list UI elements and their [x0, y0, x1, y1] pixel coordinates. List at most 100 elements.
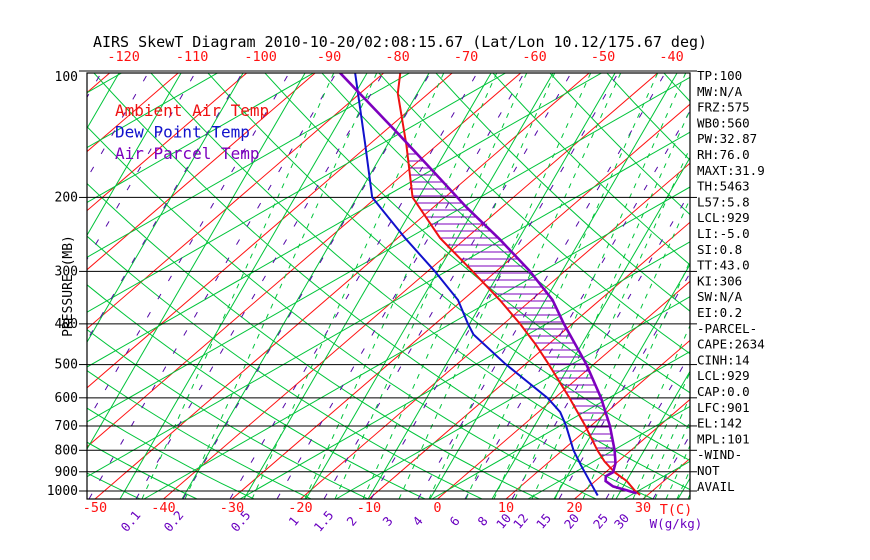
dry-adiabat-line: [87, 235, 483, 499]
moist-adiabat-purple-line: [0, 72, 55, 499]
dry-adiabat-line: [87, 407, 255, 499]
stat-line: LI:-5.0: [697, 226, 750, 241]
isotherm-line: [0, 72, 42, 499]
pressure-gridlines: [87, 70, 690, 492]
mixing-ratio-label: 20: [561, 511, 582, 532]
dry-adiabat-line: [93, 73, 654, 499]
mixing-ratio-line: [184, 73, 378, 499]
mixing-ratio-label: 12: [510, 511, 531, 532]
mixing-ratio-line: [531, 146, 690, 499]
top-temp-label: -90: [317, 49, 341, 65]
green-steep-line: [181, 73, 430, 499]
dry-adiabat-line: [435, 73, 690, 312]
stat-line: MAXT:31.9: [697, 163, 765, 178]
stat-line: CAP:0.0: [697, 384, 750, 399]
legend-item-0: Ambient Air Temp: [115, 101, 269, 120]
stat-line: EI:0.2: [697, 305, 742, 320]
stat-line: MW:N/A: [697, 84, 743, 99]
pressure-tick-label: 200: [55, 190, 78, 205]
mixing-ratio-line: [141, 73, 335, 499]
green-steep-line: [0, 72, 58, 499]
mixing-ratio-line: [493, 73, 687, 499]
stat-line: CAPE:2634: [697, 337, 765, 352]
mixing-ratio-label: 3: [379, 513, 395, 528]
green-shallow-line: [0, 72, 27, 499]
stat-line: TT:43.0: [697, 258, 750, 273]
stat-line: AVAIL: [697, 479, 735, 494]
dry-adiabat-line: [663, 73, 690, 103]
stat-line: SI:0.8: [697, 242, 742, 257]
dry-adiabat-line: [378, 73, 690, 355]
ambient-air-temp-curve: [396, 73, 641, 496]
green-shallow-line: [87, 131, 690, 478]
stat-line: PW:32.87: [697, 131, 757, 146]
green-steep-line: [367, 73, 616, 499]
stat-line: EL:142: [697, 416, 742, 431]
isotherm-line: [505, 339, 690, 499]
top-temp-label: -60: [522, 49, 546, 65]
green-shallow-line: [87, 73, 219, 149]
stat-line: LCL:929: [697, 368, 750, 383]
dry-adiabat-line: [321, 73, 690, 394]
stat-line: MPL:101: [697, 431, 750, 446]
mixing-ratio-label: 4: [409, 513, 425, 528]
pressure-tick-label: 700: [55, 419, 78, 434]
isotherm-line: [87, 73, 316, 271]
mixing-axis-label: W(g/kg): [650, 516, 703, 531]
moist-adiabat-purple-line: [0, 72, 8, 499]
mixing-ratio-line: [582, 260, 690, 499]
bottom-temp-label: -40: [151, 500, 175, 516]
stat-line: LFC:901: [697, 400, 750, 415]
legend: Ambient Air Temp Dew Point Temp Air Parcel…: [115, 101, 269, 163]
mixing-ratio-label: 1.5: [311, 508, 337, 535]
top-temp-label: -40: [659, 49, 683, 65]
mixing-ratio-line: [398, 73, 592, 499]
green-shallow-line: [431, 350, 690, 499]
isotherm-line: [163, 73, 659, 499]
bottom-temp-label: 20: [566, 500, 582, 516]
green-steep-line: [87, 73, 306, 450]
chart-title: AIRS SkewT Diagram 2010-10-20/02:08:15.6…: [93, 33, 707, 51]
mixing-ratio-label: 0.1: [118, 508, 144, 535]
green-steep-line: [491, 156, 690, 499]
temp-axis-label: T(C): [660, 502, 693, 518]
top-temp-label: -100: [244, 49, 277, 65]
green-shallow-line: [527, 405, 690, 499]
stat-line: CINH:14: [697, 352, 750, 367]
stat-line: RH:76.0: [697, 147, 750, 162]
green-shallow-line: [239, 241, 690, 499]
dry-adiabat-line: [207, 73, 690, 462]
dry-adiabat-line: [87, 441, 198, 499]
dry-adiabat-line: [150, 73, 690, 491]
pressure-axis-label: PRESSURE (MB): [61, 235, 76, 337]
mixing-ratio-line: [465, 73, 659, 499]
mixing-ratio-line: [611, 324, 690, 499]
stat-line: WB0:560: [697, 115, 750, 130]
mixing-ratio-label: 30: [611, 511, 632, 532]
top-temp-label: -80: [385, 49, 409, 65]
bottom-temp-label: 10: [498, 500, 514, 516]
pressure-tick-label: 500: [55, 358, 78, 373]
pressure-tick-label: 800: [55, 443, 78, 458]
stat-line: L57:5.8: [697, 194, 750, 209]
top-temp-label: -120: [107, 49, 140, 65]
green-steep-line: [87, 73, 244, 344]
dry-adiabat-line: [606, 73, 690, 161]
pressure-tick-label: 300: [55, 264, 78, 279]
green-shallow-line: [87, 73, 411, 258]
green-shallow-line: [87, 73, 507, 313]
isotherm-line: [87, 73, 522, 448]
mixing-ratio-line: [251, 73, 445, 499]
mixing-ratio-line: [643, 395, 690, 499]
bottom-temp-label: 30: [635, 500, 651, 516]
dry-adiabat-line: [549, 73, 690, 216]
isotherm-line: [231, 103, 690, 499]
green-steep-line: [87, 73, 120, 130]
top-temp-label: -110: [176, 49, 209, 65]
dry-adiabat-line: [777, 72, 870, 499]
pressure-tick-label: 1000: [47, 484, 78, 499]
legend-item-2: Air Parcel Temp: [115, 144, 260, 163]
isotherm-line: [87, 73, 248, 212]
